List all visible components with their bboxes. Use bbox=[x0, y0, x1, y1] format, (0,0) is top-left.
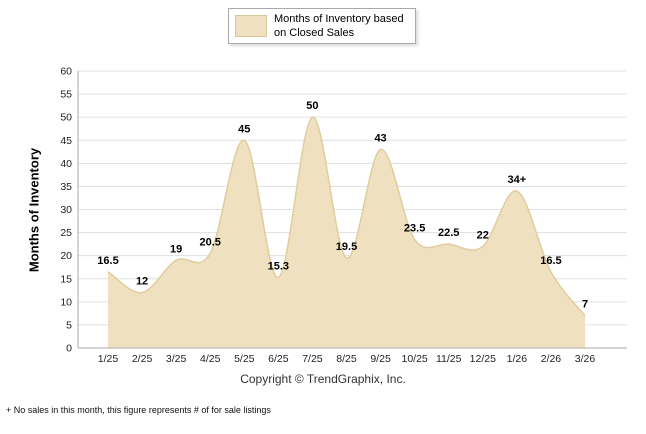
svg-text:7: 7 bbox=[582, 299, 588, 311]
svg-text:3/25: 3/25 bbox=[166, 353, 187, 365]
svg-text:1/26: 1/26 bbox=[507, 353, 528, 365]
svg-text:35: 35 bbox=[60, 181, 72, 193]
y-tick-labels: 0 5 10 15 20 25 30 35 40 45 50 55 60 bbox=[60, 66, 72, 355]
footnote-text: + No sales in this month, this figure re… bbox=[6, 405, 271, 415]
legend-label-line2: on Closed Sales bbox=[274, 27, 355, 39]
svg-text:50: 50 bbox=[306, 100, 318, 112]
svg-text:0: 0 bbox=[66, 343, 72, 355]
point-labels: 16.5 12 19 20.5 45 15.3 50 19.5 43 23.5 22.5 22 34+ 1… bbox=[97, 100, 588, 311]
legend-label: Months of Inventory based on Closed Sale… bbox=[274, 12, 404, 41]
svg-text:55: 55 bbox=[60, 89, 72, 101]
svg-text:11/25: 11/25 bbox=[436, 353, 462, 365]
svg-text:34+: 34+ bbox=[508, 174, 527, 186]
svg-text:20: 20 bbox=[60, 250, 72, 262]
legend: Months of Inventory based on Closed Sale… bbox=[228, 8, 416, 44]
copyright-text: Copyright © TrendGraphix, Inc. bbox=[240, 372, 406, 386]
x-tick-labels: 1/25 2/25 3/25 4/25 5/25 6/25 7/25 8/25 9/25 10/2… bbox=[98, 353, 596, 365]
svg-text:1/25: 1/25 bbox=[98, 353, 119, 365]
svg-text:50: 50 bbox=[60, 112, 72, 124]
svg-text:7/25: 7/25 bbox=[302, 353, 323, 365]
svg-text:5: 5 bbox=[66, 319, 72, 331]
y-axis-title: Months of Inventory bbox=[26, 147, 42, 273]
svg-text:15: 15 bbox=[60, 273, 72, 285]
axes bbox=[77, 71, 627, 349]
svg-text:16.5: 16.5 bbox=[97, 255, 118, 267]
svg-text:30: 30 bbox=[60, 204, 72, 216]
svg-text:60: 60 bbox=[60, 66, 72, 78]
svg-text:22.5: 22.5 bbox=[438, 227, 459, 239]
svg-text:12: 12 bbox=[136, 276, 148, 288]
legend-swatch bbox=[235, 15, 267, 37]
svg-text:2/26: 2/26 bbox=[541, 353, 562, 365]
svg-text:8/25: 8/25 bbox=[336, 353, 357, 365]
svg-text:9/25: 9/25 bbox=[370, 353, 391, 365]
svg-text:10: 10 bbox=[60, 296, 72, 308]
svg-text:45: 45 bbox=[60, 135, 72, 147]
svg-text:45: 45 bbox=[238, 123, 250, 135]
svg-text:10/25: 10/25 bbox=[402, 353, 428, 365]
svg-text:16.5: 16.5 bbox=[540, 255, 561, 267]
svg-text:20.5: 20.5 bbox=[200, 236, 221, 248]
svg-text:3/26: 3/26 bbox=[575, 353, 596, 365]
svg-text:23.5: 23.5 bbox=[404, 223, 425, 235]
svg-text:19.5: 19.5 bbox=[336, 241, 357, 253]
svg-text:22: 22 bbox=[477, 229, 489, 241]
svg-text:12/25: 12/25 bbox=[470, 353, 496, 365]
svg-text:6/25: 6/25 bbox=[268, 353, 289, 365]
svg-text:4/25: 4/25 bbox=[200, 353, 221, 365]
svg-text:15.3: 15.3 bbox=[268, 260, 289, 272]
svg-text:2/25: 2/25 bbox=[132, 353, 153, 365]
legend-label-line1: Months of Inventory based bbox=[274, 12, 404, 25]
area-series bbox=[107, 116, 586, 348]
svg-text:25: 25 bbox=[60, 227, 72, 239]
svg-text:5/25: 5/25 bbox=[234, 353, 255, 365]
svg-text:19: 19 bbox=[170, 243, 182, 255]
svg-text:43: 43 bbox=[374, 132, 386, 144]
svg-text:40: 40 bbox=[60, 158, 72, 170]
